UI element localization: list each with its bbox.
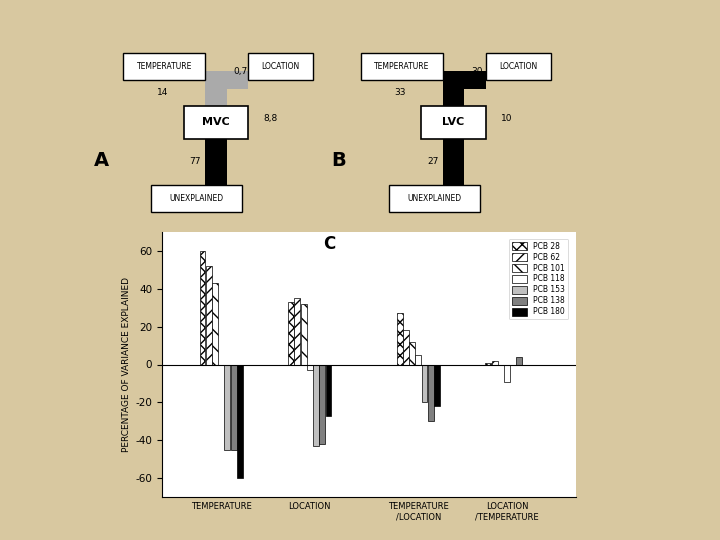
Bar bbox=[415, 355, 421, 364]
Text: LOCATION: LOCATION bbox=[261, 62, 300, 71]
Text: B: B bbox=[332, 151, 346, 171]
Bar bbox=[230, 364, 236, 449]
Bar bbox=[428, 364, 433, 421]
Text: TEMPERATURE: TEMPERATURE bbox=[137, 62, 192, 71]
Bar bbox=[403, 330, 409, 365]
Bar bbox=[443, 80, 464, 106]
Bar bbox=[288, 302, 294, 364]
Bar bbox=[389, 185, 480, 212]
Text: 0,7: 0,7 bbox=[233, 68, 248, 77]
Bar bbox=[307, 364, 312, 370]
Text: UNEXPLAINED: UNEXPLAINED bbox=[169, 194, 224, 203]
Text: 14: 14 bbox=[157, 89, 168, 98]
Bar bbox=[443, 139, 464, 185]
Text: 27: 27 bbox=[427, 157, 438, 166]
Bar bbox=[248, 52, 313, 80]
Text: UNEXPLAINED: UNEXPLAINED bbox=[407, 194, 462, 203]
Bar bbox=[485, 363, 491, 364]
Bar bbox=[492, 361, 498, 365]
Bar bbox=[486, 52, 551, 80]
Bar bbox=[206, 266, 212, 364]
Bar bbox=[397, 313, 402, 365]
Bar bbox=[237, 364, 243, 478]
Text: LVC: LVC bbox=[443, 117, 464, 127]
Bar bbox=[212, 283, 218, 365]
Text: 30: 30 bbox=[471, 68, 482, 77]
Text: 10: 10 bbox=[501, 114, 513, 123]
Bar bbox=[205, 139, 227, 185]
Bar bbox=[301, 304, 307, 365]
Bar bbox=[320, 364, 325, 444]
Y-axis label: PERCENTAGE OF VARIANCE EXPLAINED: PERCENTAGE OF VARIANCE EXPLAINED bbox=[122, 277, 131, 452]
Text: 77: 77 bbox=[189, 157, 201, 166]
Text: LOCATION: LOCATION bbox=[499, 62, 538, 71]
Bar bbox=[516, 357, 523, 364]
Bar bbox=[504, 364, 510, 381]
Text: 33: 33 bbox=[395, 89, 406, 98]
Text: TEMPERATURE: TEMPERATURE bbox=[374, 62, 429, 71]
Legend: PCB 28, PCB 62, PCB 101, PCB 118, PCB 153, PCB 138, PCB 180: PCB 28, PCB 62, PCB 101, PCB 118, PCB 15… bbox=[508, 239, 568, 319]
Bar bbox=[325, 364, 331, 416]
Bar bbox=[184, 106, 248, 139]
Bar bbox=[225, 364, 230, 449]
Bar bbox=[205, 71, 248, 89]
Bar bbox=[313, 364, 319, 445]
Bar bbox=[123, 52, 205, 80]
Bar bbox=[421, 106, 486, 139]
Bar bbox=[409, 342, 415, 364]
Text: MVC: MVC bbox=[202, 117, 230, 127]
Bar bbox=[421, 364, 428, 402]
Text: 8,8: 8,8 bbox=[264, 114, 278, 123]
Bar bbox=[443, 71, 486, 89]
Bar bbox=[199, 251, 205, 364]
Bar bbox=[361, 52, 443, 80]
Text: A: A bbox=[94, 151, 109, 171]
Bar bbox=[205, 80, 227, 106]
Text: C: C bbox=[323, 234, 336, 253]
Bar bbox=[434, 364, 440, 406]
Bar bbox=[294, 298, 300, 365]
Bar bbox=[151, 185, 242, 212]
